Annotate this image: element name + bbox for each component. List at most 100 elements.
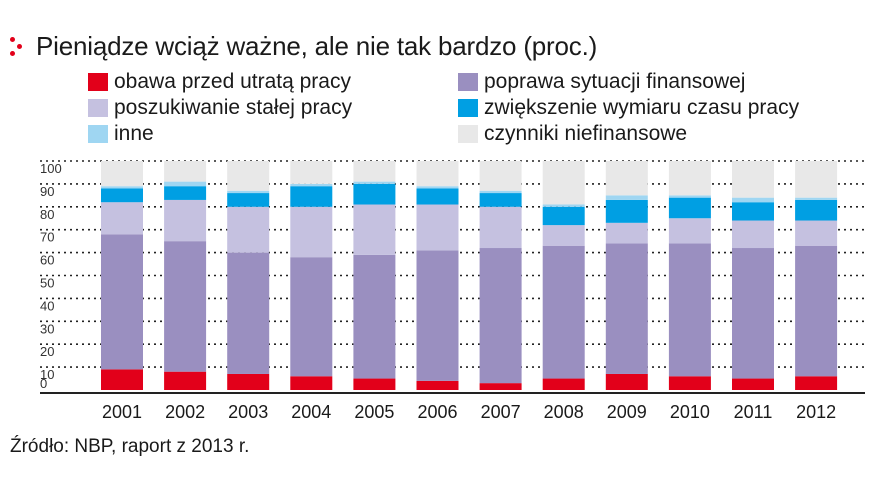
bar-segment xyxy=(290,183,333,187)
legend-item: inne xyxy=(88,122,458,146)
bar-segment xyxy=(732,378,774,390)
x-tick-label: 2007 xyxy=(481,402,521,422)
bar-segment xyxy=(605,161,648,196)
bar-segment xyxy=(164,181,207,187)
bar-segment xyxy=(101,186,143,189)
bar-segment xyxy=(795,161,838,198)
bar-segment xyxy=(353,161,396,182)
y-tick-label: 50 xyxy=(40,276,54,291)
bars xyxy=(101,161,838,390)
bar-segment xyxy=(353,204,396,255)
bar-segment xyxy=(605,243,648,374)
bar-segment xyxy=(542,206,585,226)
bar-segment xyxy=(290,161,333,184)
legend-label: poprawa sytuacji finansowej xyxy=(484,70,746,93)
bar-segment xyxy=(290,186,333,207)
bar-segment xyxy=(732,220,774,249)
legend-swatch xyxy=(88,73,108,91)
bar-segment xyxy=(605,373,648,390)
bar-segment xyxy=(732,197,774,203)
bar-segment xyxy=(542,225,585,246)
x-tick-label: 2005 xyxy=(354,402,394,422)
bar-segment xyxy=(101,161,143,187)
bar-segment xyxy=(795,220,838,246)
chart-title: Pieniądze wciąż ważne, ale nie tak bardz… xyxy=(36,30,598,61)
bar-segment xyxy=(227,193,270,207)
y-tick-label: 60 xyxy=(40,253,54,268)
legend-label: zwiększenie wymiaru czasu pracy xyxy=(484,96,800,119)
legend-label: obawa przed utratą pracy xyxy=(114,70,351,93)
bar-segment xyxy=(416,204,459,251)
x-tick-label: 2003 xyxy=(228,402,268,422)
bar-segment xyxy=(290,206,333,258)
bar-segment xyxy=(353,183,396,205)
bar-segment xyxy=(668,161,711,196)
bar-segment xyxy=(732,248,774,379)
bar-segment xyxy=(164,371,207,390)
bar-segment xyxy=(668,195,711,198)
bar-segment xyxy=(290,257,333,377)
bar-segment xyxy=(668,243,711,377)
x-tick-label: 2009 xyxy=(607,402,647,422)
bar-segment xyxy=(795,199,838,221)
bar-segment xyxy=(542,245,585,379)
bar-segment xyxy=(416,250,459,381)
x-tick-label: 2008 xyxy=(544,402,584,422)
legend-item: zwiększenie wymiaru czasu pracy xyxy=(458,96,808,120)
bar-segment xyxy=(479,206,522,249)
bar-segment xyxy=(795,245,838,377)
bar-segment xyxy=(795,376,838,390)
bar-segment xyxy=(732,161,774,198)
bar-segment xyxy=(164,161,207,182)
bar-segment xyxy=(668,376,711,390)
bar-segment xyxy=(101,202,143,235)
legend-item: poprawa sytuacji finansowej xyxy=(458,70,808,94)
bar-segment xyxy=(101,188,143,203)
bar-segment xyxy=(227,206,270,253)
y-tick-label: 90 xyxy=(40,184,54,199)
bar-segment xyxy=(164,199,207,242)
bar-segment xyxy=(353,181,396,184)
bar-segment xyxy=(668,197,711,219)
y-tick-label: 80 xyxy=(40,207,54,222)
bar-segment xyxy=(290,376,333,390)
bar-segment xyxy=(479,161,522,191)
legend-swatch xyxy=(88,99,108,117)
x-tick-label: 2004 xyxy=(291,402,331,422)
bar-segment xyxy=(416,161,459,187)
bar-segment xyxy=(542,204,585,207)
bar-segment xyxy=(605,199,648,223)
y-tick-label: 20 xyxy=(40,344,54,359)
title-row: Pieniądze wciąż ważne, ale nie tak bardz… xyxy=(10,26,597,66)
legend-item: poszukiwanie stałej pracy xyxy=(88,96,458,120)
y-tick-label: 0 xyxy=(40,376,47,391)
x-tick-label: 2012 xyxy=(796,402,836,422)
bar-segment xyxy=(353,378,396,390)
legend-item: czynniki niefinansowe xyxy=(458,122,808,146)
y-tick-label: 10 xyxy=(40,367,54,382)
legend-label: czynniki niefinansowe xyxy=(484,122,688,145)
bar-segment xyxy=(479,193,522,207)
bar-segment xyxy=(542,161,585,205)
title-dots-icon xyxy=(10,34,28,58)
bar-segment xyxy=(101,234,143,370)
bar-segment xyxy=(416,188,459,205)
legend-swatch xyxy=(88,125,108,143)
bar-segment xyxy=(732,202,774,221)
bar-segment xyxy=(164,241,207,372)
x-tick-label: 2006 xyxy=(417,402,457,422)
legend-item: obawa przed utratą pracy xyxy=(88,70,458,94)
bar-segment xyxy=(101,369,143,390)
bar-segment xyxy=(416,380,459,390)
bar-segment xyxy=(353,254,396,379)
bar-segment xyxy=(605,222,648,244)
legend-swatch xyxy=(458,99,478,117)
bar-segment xyxy=(416,186,459,189)
bar-segment xyxy=(164,186,207,200)
bar-segment xyxy=(227,161,270,191)
y-tick-label: 30 xyxy=(40,321,54,336)
legend-swatch xyxy=(458,125,478,143)
bar-segment xyxy=(542,378,585,390)
legend-label: inne xyxy=(114,122,154,145)
